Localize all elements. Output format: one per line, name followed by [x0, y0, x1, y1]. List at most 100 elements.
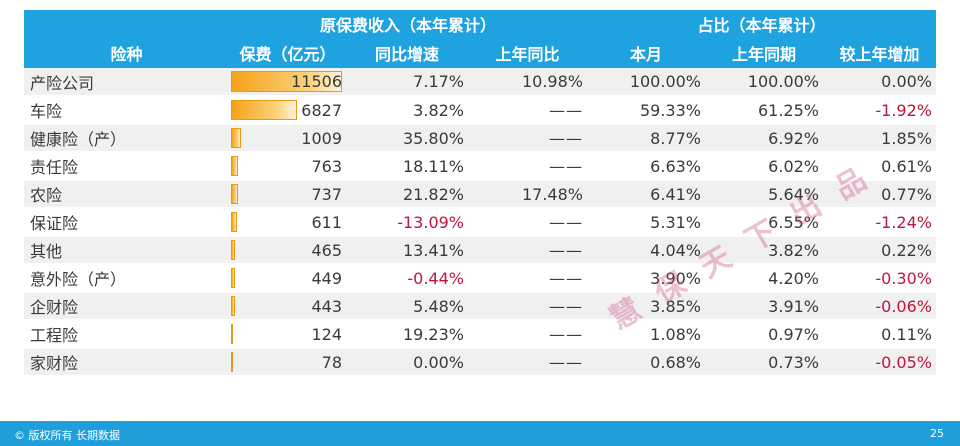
- row-yoy: 19.23%: [346, 320, 468, 349]
- table-row: 工程险 124 19.23% —— 1.08% 0.97% 0.11%: [24, 320, 936, 349]
- row-type-name: 工程险: [24, 320, 229, 349]
- row-yoy: 5.48%: [346, 292, 468, 321]
- row-last-yoy: ——: [468, 236, 587, 265]
- row-last-period-share: 6.92%: [705, 124, 823, 153]
- col-header-month: 本月: [587, 38, 705, 68]
- col-header-premium: 保费（亿元）: [229, 38, 346, 68]
- row-type-name: 其他: [24, 236, 229, 265]
- premium-table: 原保费收入（本年累计） 占比（本年累计） 险种 保费（亿元） 同比增速 上年同比…: [24, 10, 936, 377]
- table-row: 其他 465 13.41% —— 4.04% 3.82% 0.22%: [24, 236, 936, 265]
- footer-bar: © 版权所有 长期数据 25: [0, 421, 960, 446]
- row-type-name: 农险: [24, 180, 229, 209]
- premium-bar: [231, 128, 241, 148]
- col-header-last-period: 上年同期: [705, 38, 823, 68]
- row-premium-value: 449: [311, 268, 342, 288]
- premium-table-container: 原保费收入（本年累计） 占比（本年累计） 险种 保费（亿元） 同比增速 上年同比…: [24, 10, 936, 377]
- premium-bar: [231, 296, 235, 316]
- premium-bar: [231, 184, 238, 204]
- premium-bar: [231, 268, 235, 288]
- row-premium-cell: 11506: [229, 68, 346, 97]
- row-premium-cell: 443: [229, 292, 346, 321]
- row-type-name: 产险公司: [24, 68, 229, 97]
- table-row: 企财险 443 5.48% —— 3.85% 3.91% -0.06%: [24, 292, 936, 321]
- row-yoy: 21.82%: [346, 180, 468, 209]
- row-month-share: 59.33%: [587, 96, 705, 125]
- row-month-share: 3.90%: [587, 264, 705, 293]
- row-premium-cell: 78: [229, 348, 346, 377]
- col-header-yoy: 同比增速: [346, 38, 468, 68]
- row-yoy: 35.80%: [346, 124, 468, 153]
- row-month-share: 6.41%: [587, 180, 705, 209]
- row-premium-value: 763: [311, 156, 342, 176]
- row-share-change: -0.30%: [823, 264, 936, 293]
- row-yoy: -13.09%: [346, 208, 468, 237]
- col-header-last-yoy: 上年同比: [468, 38, 587, 68]
- row-premium-value: 611: [311, 212, 342, 232]
- row-share-change: -0.06%: [823, 292, 936, 321]
- copyright-text: © 版权所有 长期数据: [14, 429, 120, 442]
- row-premium-cell: 449: [229, 264, 346, 293]
- row-share-change: -1.92%: [823, 96, 936, 125]
- row-yoy: 18.11%: [346, 152, 468, 181]
- row-last-period-share: 3.91%: [705, 292, 823, 321]
- row-yoy: 0.00%: [346, 348, 468, 377]
- table-row: 健康险（产） 1009 35.80% —— 8.77% 6.92% 1.85%: [24, 124, 936, 153]
- row-type-name: 保证险: [24, 208, 229, 237]
- row-last-period-share: 3.82%: [705, 236, 823, 265]
- header-spacer: [24, 10, 229, 38]
- row-share-change: -0.05%: [823, 348, 936, 377]
- page-number: 25: [930, 427, 944, 440]
- row-share-change: 1.85%: [823, 124, 936, 153]
- row-last-yoy: ——: [468, 348, 587, 377]
- row-share-change: 0.00%: [823, 68, 936, 97]
- row-last-period-share: 5.64%: [705, 180, 823, 209]
- row-month-share: 5.31%: [587, 208, 705, 237]
- row-share-change: 0.11%: [823, 320, 936, 349]
- row-premium-value: 124: [311, 324, 342, 344]
- table-row: 责任险 763 18.11% —— 6.63% 6.02% 0.61%: [24, 152, 936, 181]
- row-premium-value: 737: [311, 184, 342, 204]
- premium-bar: [231, 240, 235, 260]
- row-month-share: 1.08%: [587, 320, 705, 349]
- row-type-name: 家财险: [24, 348, 229, 377]
- row-last-period-share: 6.55%: [705, 208, 823, 237]
- header-group-premium: 原保费收入（本年累计）: [229, 10, 587, 38]
- row-last-yoy: 17.48%: [468, 180, 587, 209]
- row-last-period-share: 0.97%: [705, 320, 823, 349]
- col-header-change: 较上年增加: [823, 38, 936, 68]
- row-type-name: 企财险: [24, 292, 229, 321]
- table-row: 车险 6827 3.82% —— 59.33% 61.25% -1.92%: [24, 96, 936, 125]
- row-premium-cell: 1009: [229, 124, 346, 153]
- row-last-yoy: ——: [468, 292, 587, 321]
- premium-bar: [231, 212, 237, 232]
- row-last-period-share: 4.20%: [705, 264, 823, 293]
- row-month-share: 100.00%: [587, 68, 705, 97]
- row-premium-cell: 6827: [229, 96, 346, 125]
- row-type-name: 责任险: [24, 152, 229, 181]
- row-type-name: 健康险（产）: [24, 124, 229, 153]
- row-last-period-share: 61.25%: [705, 96, 823, 125]
- header-group-share: 占比（本年累计）: [587, 10, 936, 38]
- table-row: 保证险 611 -13.09% —— 5.31% 6.55% -1.24%: [24, 208, 936, 237]
- row-share-change: 0.77%: [823, 180, 936, 209]
- row-yoy: -0.44%: [346, 264, 468, 293]
- row-premium-value: 465: [311, 240, 342, 260]
- table-row: 产险公司 11506 7.17% 10.98% 100.00% 100.00% 0.00%: [24, 68, 936, 97]
- premium-bar: [231, 71, 342, 92]
- col-header-type: 险种: [24, 38, 229, 68]
- table-body: 产险公司 11506 7.17% 10.98% 100.00% 100.00% 0.00% 车…: [24, 68, 936, 377]
- row-premium-cell: 124: [229, 320, 346, 349]
- premium-bar: [231, 100, 297, 120]
- row-yoy: 3.82%: [346, 96, 468, 125]
- row-share-change: -1.24%: [823, 208, 936, 237]
- row-yoy: 13.41%: [346, 236, 468, 265]
- row-month-share: 6.63%: [587, 152, 705, 181]
- row-premium-cell: 737: [229, 180, 346, 209]
- row-premium-cell: 763: [229, 152, 346, 181]
- row-yoy: 7.17%: [346, 68, 468, 97]
- row-last-period-share: 6.02%: [705, 152, 823, 181]
- row-last-yoy: ——: [468, 152, 587, 181]
- row-last-yoy: ——: [468, 320, 587, 349]
- row-share-change: 0.61%: [823, 152, 936, 181]
- row-last-yoy: 10.98%: [468, 68, 587, 97]
